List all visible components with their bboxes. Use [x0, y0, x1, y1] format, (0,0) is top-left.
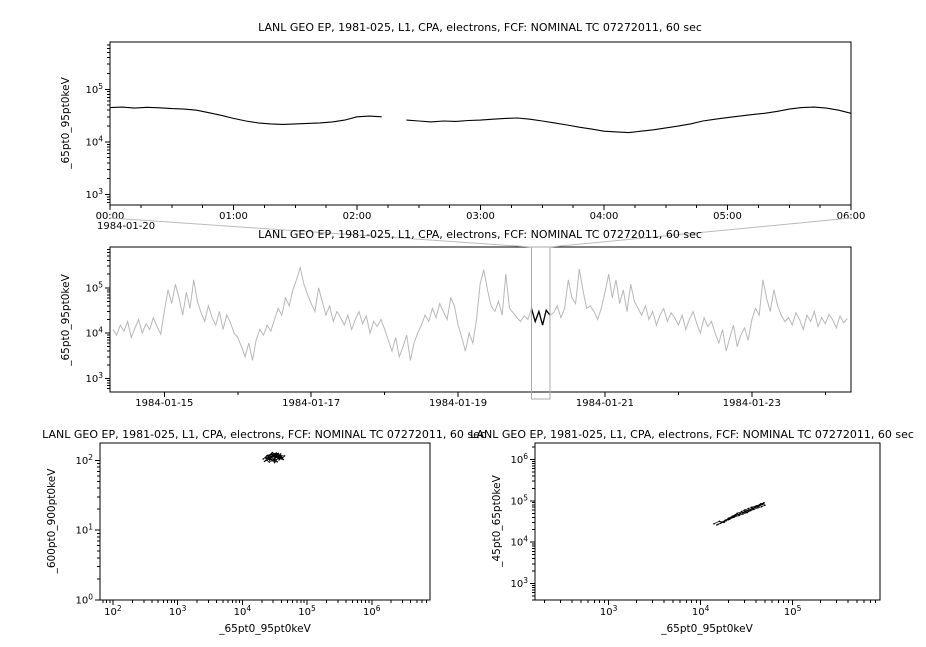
panel3-x-axis-label: _65pt0_95pt0keV: [219, 623, 311, 635]
zoom-context-overlay[interactable]: [109, 217, 852, 400]
svg-text:02:00: 02:00: [343, 211, 372, 222]
svg-text:104: 104: [234, 604, 252, 618]
svg-text:105: 105: [784, 604, 802, 618]
panel2-title: LANL GEO EP, 1981-025, L1, CPA, electron…: [258, 228, 702, 241]
svg-text:1984-01-23: 1984-01-23: [723, 398, 781, 409]
svg-text:01:00: 01:00: [219, 211, 248, 222]
svg-text:06:00: 06:00: [837, 211, 866, 222]
svg-text:105: 105: [85, 280, 103, 294]
panel1-x-axis-date-label: 1984-01-20: [97, 221, 156, 232]
panel1-y-axis-label: _65pt0_95pt0keV: [60, 77, 72, 169]
svg-text:103: 103: [85, 371, 103, 385]
svg-text:1984-01-19: 1984-01-19: [429, 398, 487, 409]
svg-text:104: 104: [85, 326, 103, 340]
svg-text:05:00: 05:00: [713, 211, 742, 222]
panel2-y-axis-label: _65pt0_95pt0keV: [60, 274, 72, 366]
svg-text:1984-01-15: 1984-01-15: [135, 398, 193, 409]
panel3-y-axis-label: _600pt0_900pt0keV: [46, 468, 58, 574]
svg-text:105: 105: [510, 493, 528, 507]
svg-text:103: 103: [169, 604, 187, 618]
svg-text:106: 106: [510, 452, 528, 466]
svg-text:102: 102: [104, 604, 122, 618]
svg-text:100: 100: [75, 593, 93, 607]
svg-text:104: 104: [692, 604, 710, 618]
svg-text:1984-01-21: 1984-01-21: [576, 398, 634, 409]
svg-text:03:00: 03:00: [466, 211, 495, 222]
panel4-plot-area[interactable]: 103 104 105 106 103 104 105: [510, 442, 881, 618]
svg-text:105: 105: [298, 604, 316, 618]
panel2-plot-area[interactable]: 103 104 105 1984-01-15 1984-01-17 1984-01-19 1…: [85, 246, 852, 409]
svg-text:04:00: 04:00: [590, 211, 619, 222]
svg-text:103: 103: [510, 576, 528, 590]
svg-text:1984-01-17: 1984-01-17: [282, 398, 340, 409]
svg-text:105: 105: [85, 82, 103, 96]
panel3-title: LANL GEO EP, 1981-025, L1, CPA, electron…: [42, 428, 486, 441]
panel1-title: LANL GEO EP, 1981-025, L1, CPA, electron…: [258, 21, 702, 34]
svg-text:103: 103: [85, 187, 103, 201]
panel1-plot-area[interactable]: 103 104 105 00:00 01:00 02:00 03:00 04:00 05:00 0…: [85, 41, 866, 222]
svg-text:104: 104: [85, 134, 103, 148]
svg-text:106: 106: [363, 604, 381, 618]
svg-text:101: 101: [75, 523, 93, 537]
svg-text:104: 104: [510, 535, 528, 549]
selection-box[interactable]: [530, 246, 551, 400]
panel4-x-axis-label: _65pt0_95pt0keV: [661, 623, 753, 635]
panel4-y-axis-label: _45pt0_65pt0keV: [491, 475, 503, 567]
svg-text:103: 103: [600, 604, 618, 618]
panel3-plot-area[interactable]: 100 101 102 102 103 104 105 106: [75, 442, 431, 618]
panel4-title: LANL GEO EP, 1981-025, L1, CPA, electron…: [470, 428, 914, 441]
svg-text:102: 102: [75, 453, 93, 467]
svg-text:00:00: 00:00: [96, 211, 125, 222]
